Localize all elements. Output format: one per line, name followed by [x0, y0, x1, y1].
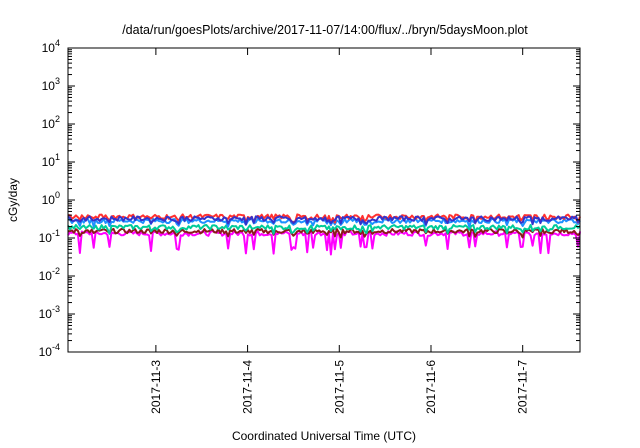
- y-axis-label: cGy/day: [6, 178, 20, 222]
- x-axis-ticks: 2017-11-3 2017-11-4 2017-11-5 2017-11-6 2017…: [149, 48, 530, 414]
- x-tick-label: 2017-11-7: [516, 360, 530, 414]
- y-tick-label: 101: [42, 152, 60, 169]
- y-tick-label: 103: [42, 76, 60, 93]
- y-tick-label: 10-2: [39, 266, 60, 283]
- x-tick-label: 2017-11-6: [424, 360, 438, 414]
- y-tick-label: 102: [42, 114, 60, 131]
- x-tick-label: 2017-11-3: [149, 360, 163, 414]
- series-line-6: [67, 215, 581, 226]
- plot-frame: [67, 47, 581, 353]
- y-tick-label: 10-1: [39, 228, 60, 245]
- series-line-1: [67, 230, 581, 256]
- series-layer: [67, 213, 581, 256]
- y-axis-ticks: 10-4 10-3 10-2 10-1 100 101 102 103 104: [39, 38, 580, 359]
- series-line-5: [67, 213, 581, 224]
- series-line-2: [67, 227, 581, 239]
- y-tick-label: 100: [42, 190, 60, 207]
- y-tick-label: 10-3: [39, 304, 60, 321]
- chart-title: /data/run/goesPlots/archive/2017-11-07/1…: [122, 23, 528, 37]
- y-tick-label: 10-4: [39, 342, 60, 359]
- x-axis-label: Coordinated Universal Time (UTC): [232, 429, 416, 443]
- y-tick-label: 104: [42, 38, 60, 55]
- series-line-3: [67, 224, 581, 235]
- x-tick-label: 2017-11-5: [332, 360, 346, 414]
- x-tick-label: 2017-11-4: [241, 360, 255, 414]
